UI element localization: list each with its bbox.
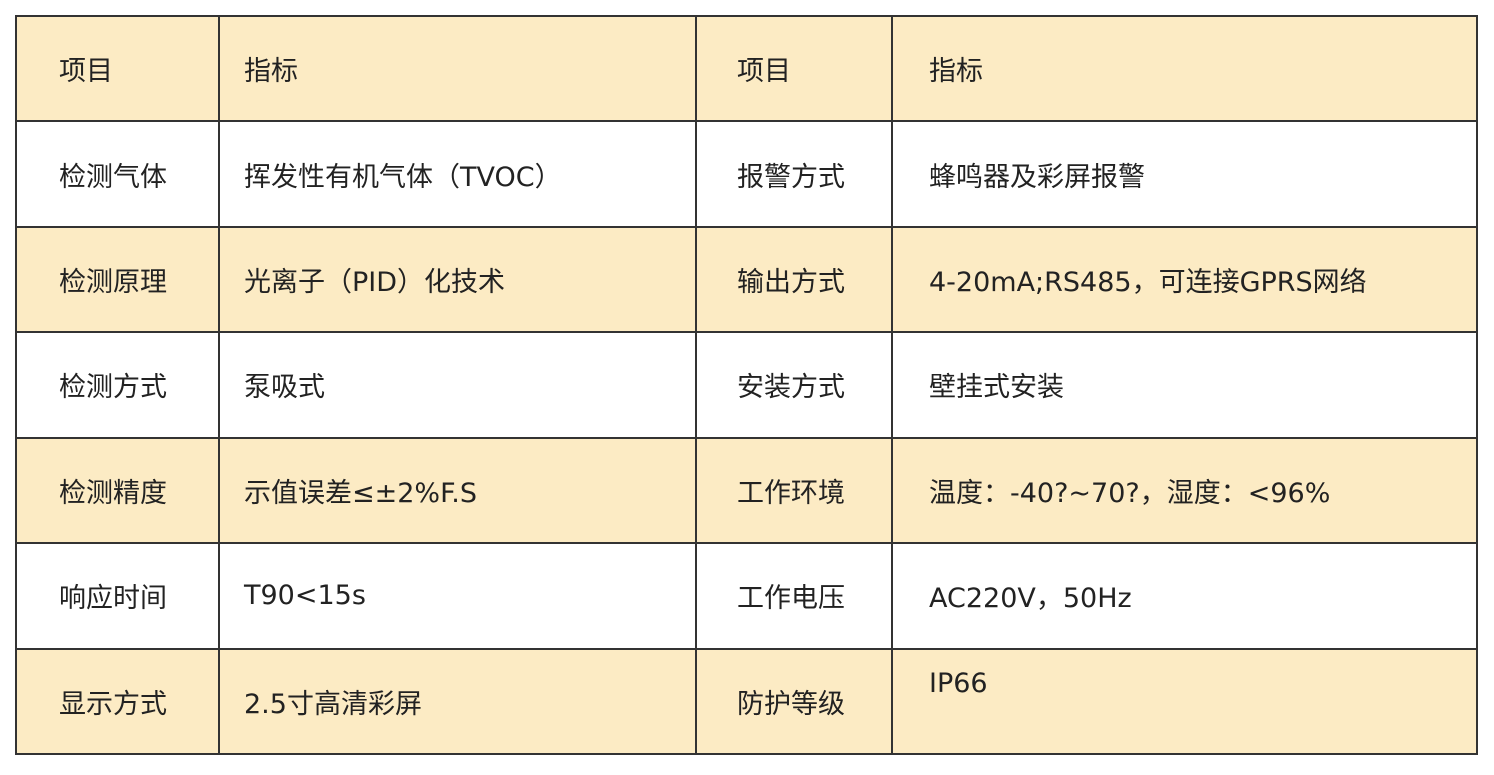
item-cell: 显示方式 [15, 647, 220, 756]
table-row: 显示方式 2.5寸高清彩屏 防护等级 IP66 [15, 647, 1478, 756]
item-cell: 工作环境 [695, 436, 893, 545]
item-cell: 检测精度 [15, 436, 220, 545]
table-row: 检测气体 挥发性有机气体（TVOC） 报警方式 蜂鸣器及彩屏报警 [15, 120, 1478, 228]
item-cell: 防护等级 [695, 647, 893, 756]
table-row: 检测精度 示值误差≤±2%F.S 工作环境 温度：-40?~70?，湿度：<96… [15, 436, 1478, 545]
value-cell: 示值误差≤±2%F.S [218, 436, 697, 545]
table-row: 检测方式 泵吸式 安装方式 壁挂式安装 [15, 331, 1478, 439]
item-cell: 检测方式 [15, 331, 220, 439]
value-cell: 光离子（PID）化技术 [218, 225, 697, 334]
value-cell: 泵吸式 [218, 331, 697, 439]
table-row: 响应时间 T90<15s 工作电压 AC220V，50Hz [15, 542, 1478, 650]
item-cell: 响应时间 [15, 542, 220, 650]
item-cell: 检测气体 [15, 120, 220, 228]
value-cell: 4-20mA;RS485，可连接GPRS网络 [891, 225, 1478, 334]
value-cell: 2.5寸高清彩屏 [218, 647, 697, 756]
table-row: 检测原理 光离子（PID）化技术 输出方式 4-20mA;RS485，可连接GP… [15, 225, 1478, 334]
value-cell: T90<15s [218, 542, 697, 650]
header-cell: 项目 [695, 14, 893, 123]
value-cell: 蜂鸣器及彩屏报警 [891, 120, 1478, 228]
item-cell: 安装方式 [695, 331, 893, 439]
item-cell: 工作电压 [695, 542, 893, 650]
spec-table: 项目 指标 项目 指标 检测气体 挥发性有机气体（TVOC） 报警方式 蜂鸣器及… [15, 14, 1478, 756]
item-cell: 报警方式 [695, 120, 893, 228]
value-cell: AC220V，50Hz [891, 542, 1478, 650]
value-cell: 温度：-40?~70?，湿度：<96% [891, 436, 1478, 545]
value-cell: 挥发性有机气体（TVOC） [218, 120, 697, 228]
value-cell: 壁挂式安装 [891, 331, 1478, 439]
header-cell: 指标 [218, 14, 697, 123]
value-cell: IP66 [891, 647, 1478, 756]
header-cell: 指标 [891, 14, 1478, 123]
table-header-row: 项目 指标 项目 指标 [15, 14, 1478, 123]
item-cell: 输出方式 [695, 225, 893, 334]
header-cell: 项目 [15, 14, 220, 123]
item-cell: 检测原理 [15, 225, 220, 334]
